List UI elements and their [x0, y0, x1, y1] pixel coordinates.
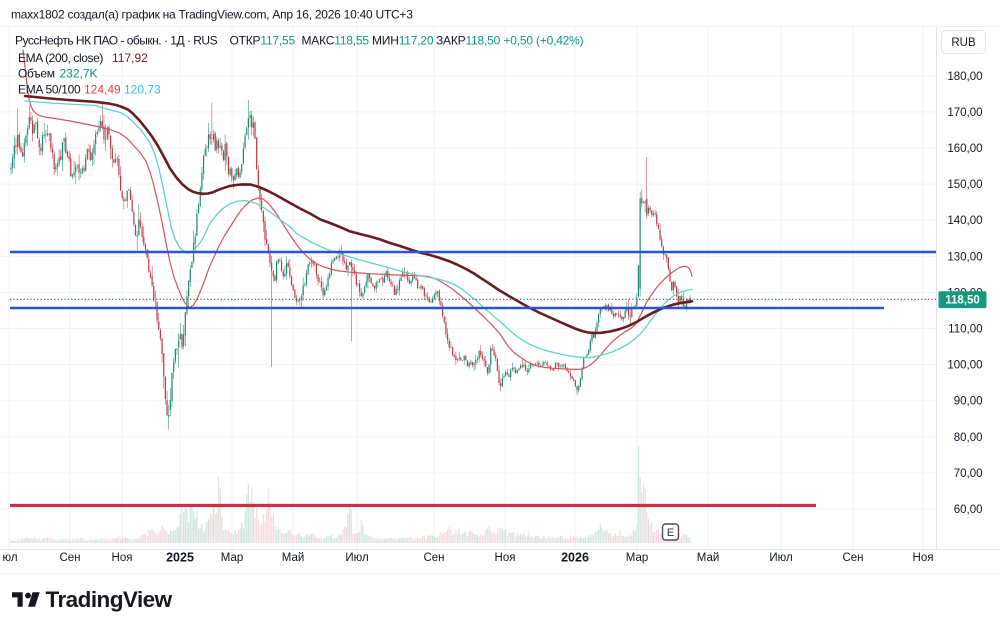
svg-text:+0,50 (+0,42%): +0,50 (+0,42%) — [504, 34, 584, 48]
svg-text:EMA (200, close): EMA (200, close) — [18, 51, 103, 65]
svg-text:180,00: 180,00 — [947, 71, 982, 83]
svg-text:Мар: Мар — [221, 552, 244, 564]
svg-text:Ноя: Ноя — [913, 552, 934, 564]
svg-text:117,92: 117,92 — [112, 51, 148, 65]
svg-text:Июл: Июл — [345, 552, 368, 564]
svg-text:120,73: 120,73 — [124, 83, 161, 97]
svg-text:ОТКР117,55: ОТКР117,55 — [230, 34, 296, 48]
svg-text:РуссНефть НК ПАО - обыкн. · 1Д: РуссНефть НК ПАО - обыкн. · 1Д · RUS — [15, 34, 218, 48]
svg-text:90,00: 90,00 — [954, 396, 983, 408]
svg-text:80,00: 80,00 — [954, 432, 983, 444]
svg-text:110,00: 110,00 — [948, 324, 982, 336]
svg-text:EMA 50/100: EMA 50/100 — [18, 83, 81, 97]
svg-text:Июл: Июл — [769, 552, 792, 564]
svg-text:Ноя: Ноя — [495, 552, 516, 564]
svg-text:Объем: Объем — [18, 67, 55, 81]
svg-text:100,00: 100,00 — [947, 360, 982, 372]
svg-text:232,7K: 232,7K — [60, 67, 98, 81]
svg-text:Ноя: Ноя — [112, 552, 133, 564]
svg-text:118,50: 118,50 — [945, 295, 980, 307]
svg-text:E: E — [667, 527, 674, 539]
svg-text:2025: 2025 — [166, 551, 194, 565]
svg-text:130,00: 130,00 — [947, 251, 982, 263]
svg-text:150,00: 150,00 — [947, 179, 982, 191]
svg-text:Сен: Сен — [423, 552, 444, 564]
svg-text:Май: Май — [697, 552, 720, 564]
svg-text:124,49: 124,49 — [84, 83, 121, 97]
svg-text:Сен: Сен — [59, 552, 80, 564]
svg-text:RUB: RUB — [951, 37, 976, 49]
svg-text:70,00: 70,00 — [954, 468, 983, 480]
svg-text:ЗАКР118,50: ЗАКР118,50 — [436, 34, 501, 48]
svg-text:170,00: 170,00 — [947, 107, 982, 119]
svg-text:160,00: 160,00 — [947, 143, 982, 155]
svg-text:МАКС118,55: МАКС118,55 — [302, 34, 370, 48]
svg-text:Сен: Сен — [842, 552, 863, 564]
svg-text:2026: 2026 — [561, 551, 589, 565]
svg-text:Май: Май — [282, 552, 305, 564]
svg-text:юл: юл — [2, 552, 17, 564]
svg-text:60,00: 60,00 — [954, 504, 983, 516]
svg-text:140,00: 140,00 — [947, 215, 982, 227]
svg-text:maxx1802 создал(а) график на T: maxx1802 создал(а) график на TradingView… — [11, 8, 413, 22]
svg-text:МИН117,20: МИН117,20 — [372, 34, 434, 48]
svg-text:Мар: Мар — [626, 552, 649, 564]
svg-text:TradingView: TradingView — [46, 587, 173, 612]
